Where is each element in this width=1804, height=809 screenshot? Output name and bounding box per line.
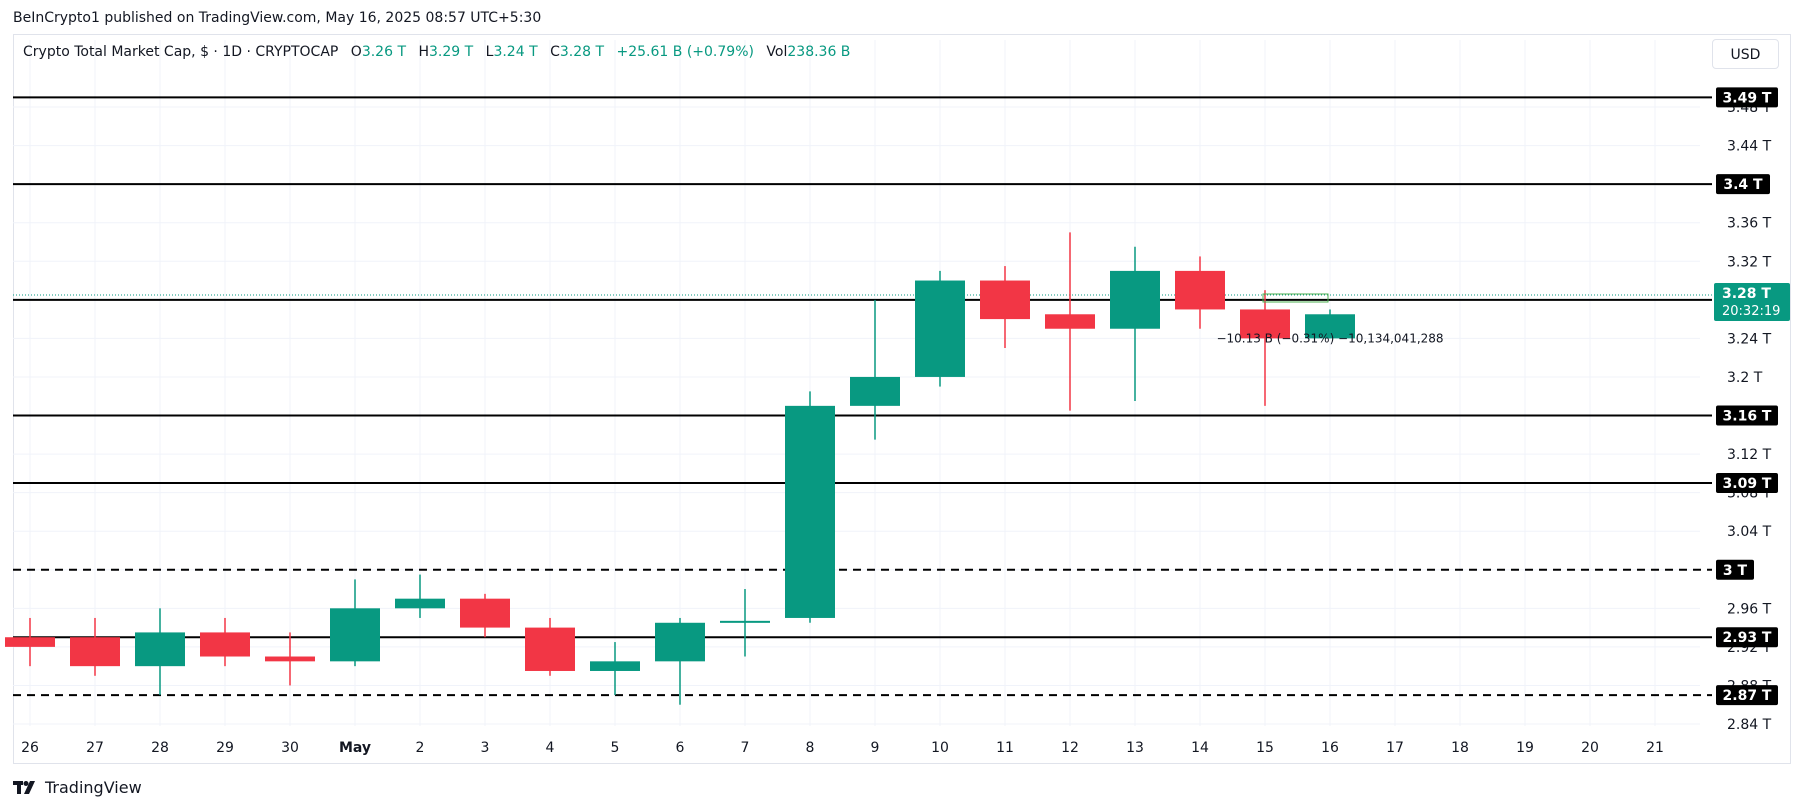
- candle-body-up: [720, 620, 770, 623]
- measure-box: [1262, 293, 1329, 303]
- x-tick-label: 21: [1646, 740, 1664, 756]
- candle-body-down: [70, 637, 120, 667]
- chart-frame: [13, 34, 1791, 764]
- x-tick-label: 18: [1451, 740, 1469, 756]
- x-tick-label: 4: [546, 740, 555, 756]
- x-tick-label: 20: [1581, 740, 1599, 756]
- x-tick-label: 29: [216, 740, 234, 756]
- currency-button[interactable]: USD: [1712, 39, 1779, 69]
- candle-body-down: [200, 632, 250, 657]
- candle-body-up: [655, 622, 705, 662]
- bar-countdown-label: 20:32:19: [1722, 304, 1780, 319]
- volume-value: 238.36 B: [787, 44, 851, 60]
- close-label: C: [550, 44, 560, 60]
- x-tick-label: 19: [1516, 740, 1534, 756]
- x-tick-label: 7: [741, 740, 750, 756]
- volume-label: Vol: [766, 44, 788, 60]
- x-tick-label: 26: [21, 740, 39, 756]
- current-price-tag: [1714, 282, 1790, 321]
- x-tick-label: 8: [806, 740, 815, 756]
- x-tick-label: 10: [931, 740, 949, 756]
- level-price-label: 2.93 T: [1723, 630, 1772, 646]
- candle-body-down: [1045, 314, 1095, 329]
- high-value: 3.29 T: [429, 44, 474, 60]
- measure-annotation: −10.13 B (−0.31%) −10,134,041,288: [1216, 332, 1443, 346]
- candle-body-up: [135, 632, 185, 667]
- candle-body-up: [590, 661, 640, 671]
- level-price-tag: [1716, 472, 1778, 493]
- candle-body-down: [1240, 309, 1290, 339]
- candle-body-up: [785, 405, 835, 618]
- tradingview-brand[interactable]: TradingView: [13, 778, 142, 797]
- x-tick-label: 13: [1126, 740, 1144, 756]
- high-label: H: [418, 44, 429, 60]
- level-price-tag: [1716, 87, 1778, 108]
- level-price-tag: [1716, 627, 1778, 648]
- candle-body-up: [395, 598, 445, 609]
- x-tick-label: 3: [481, 740, 490, 756]
- level-price-label: 3.49 T: [1723, 90, 1772, 106]
- x-tick-label: 15: [1256, 740, 1274, 756]
- candle-body-up: [1305, 314, 1355, 339]
- x-tick-label: 30: [281, 740, 299, 756]
- level-price-tag: [1716, 685, 1778, 706]
- level-price-tag: [1716, 174, 1770, 195]
- x-tick-label: 12: [1061, 740, 1079, 756]
- x-tick-label: 11: [996, 740, 1014, 756]
- symbol-title[interactable]: Crypto Total Market Cap, $ · 1D · CRYPTO…: [23, 44, 339, 60]
- x-tick-label: 17: [1386, 740, 1404, 756]
- candle-body-down: [5, 637, 55, 647]
- y-tick-label: 3.12 T: [1727, 447, 1772, 463]
- level-price-label: 3.09 T: [1723, 476, 1772, 492]
- tradingview-wordmark: TradingView: [45, 778, 142, 797]
- x-tick-label: 27: [86, 740, 104, 756]
- x-tick-label: 14: [1191, 740, 1209, 756]
- x-tick-label: 9: [871, 740, 880, 756]
- publisher-attribution: BeInCrypto1 published on TradingView.com…: [13, 10, 542, 26]
- candle-body-down: [1175, 270, 1225, 310]
- low-value: 3.24 T: [493, 44, 538, 60]
- close-value: 3.28 T: [559, 44, 605, 60]
- candle-body-up: [915, 280, 965, 377]
- x-tick-label: 2: [416, 740, 425, 756]
- y-tick-label: 2.84 T: [1727, 717, 1772, 733]
- open-label: O: [350, 44, 362, 60]
- candle-body-down: [980, 280, 1030, 320]
- y-tick-label: 2.96 T: [1727, 601, 1772, 617]
- y-tick-label: 3.36 T: [1727, 216, 1772, 232]
- x-tick-label: 28: [151, 740, 169, 756]
- open-value: 3.26 T: [361, 44, 407, 60]
- change-value: +25.61 B (+0.79%): [616, 44, 754, 60]
- level-price-label: 3.4 T: [1723, 177, 1763, 193]
- candle-body-up: [850, 376, 900, 406]
- x-tick-label: 16: [1321, 740, 1339, 756]
- level-price-tag: [1716, 559, 1754, 580]
- x-tick-label: 6: [676, 740, 685, 756]
- tradingview-logo-icon: [13, 780, 35, 794]
- low-label: L: [485, 44, 494, 60]
- candle-body-up: [330, 608, 380, 662]
- y-tick-label: 3.04 T: [1727, 524, 1772, 540]
- current-price-label: 3.28 T: [1722, 286, 1771, 302]
- level-price-label: 2.87 T: [1723, 688, 1772, 704]
- y-tick-label: 3.32 T: [1727, 254, 1772, 270]
- y-tick-label: 3.2 T: [1727, 370, 1763, 386]
- level-price-label: 3 T: [1723, 563, 1748, 579]
- candle-body-down: [265, 656, 315, 662]
- x-tick-label: May: [339, 740, 371, 756]
- y-tick-label: 3.24 T: [1727, 331, 1772, 347]
- candle-body-down: [525, 627, 575, 671]
- candle-body-up: [1110, 270, 1160, 329]
- candle-body-down: [460, 598, 510, 628]
- x-tick-label: 5: [611, 740, 620, 756]
- level-price-tag: [1716, 405, 1778, 426]
- symbol-legend[interactable]: Crypto Total Market Cap, $ · 1D · CRYPTO…: [23, 44, 850, 60]
- y-tick-label: 3.44 T: [1727, 139, 1772, 155]
- level-price-label: 3.16 T: [1723, 409, 1772, 425]
